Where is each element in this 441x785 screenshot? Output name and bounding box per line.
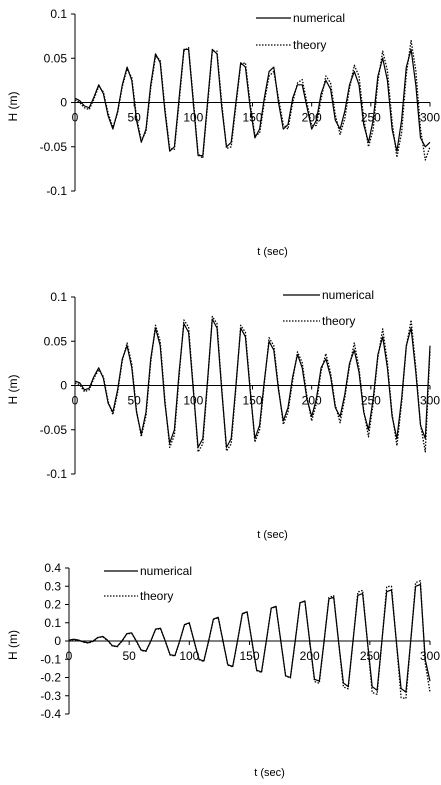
x-tick-label: 250 bbox=[361, 394, 381, 408]
x-tick-label: 300 bbox=[420, 394, 440, 408]
y-tick-label: -0.3 bbox=[40, 689, 61, 703]
x-tick-label: 250 bbox=[361, 111, 381, 125]
y-tick-label: 0 bbox=[60, 96, 67, 110]
x-tick-label: 200 bbox=[302, 111, 322, 125]
x-tick-label: 50 bbox=[127, 111, 141, 125]
y-axis-label: H (m) bbox=[6, 92, 20, 122]
x-tick-label: 300 bbox=[420, 649, 440, 663]
y-tick-label: -0.1 bbox=[40, 652, 61, 666]
x-tick-label: 150 bbox=[242, 394, 262, 408]
series-line-numerical bbox=[68, 583, 431, 693]
y-axis-label: H (m) bbox=[6, 630, 20, 660]
y-tick-label: 0.4 bbox=[44, 561, 61, 575]
x-tick-label: 250 bbox=[360, 649, 380, 663]
legend-label-numerical: numerical bbox=[140, 564, 192, 578]
x-tick-label: 100 bbox=[179, 649, 199, 663]
y-tick-label: 0.05 bbox=[44, 51, 68, 65]
x-tick-label: 50 bbox=[122, 649, 136, 663]
legend: numerical theory bbox=[256, 11, 345, 52]
x-tick-label: 100 bbox=[183, 394, 203, 408]
y-tick-label: -0.1 bbox=[46, 467, 67, 481]
series-line-theory bbox=[74, 315, 431, 453]
x-tick-label: 50 bbox=[127, 394, 141, 408]
legend-label-theory: theory bbox=[322, 314, 355, 328]
x-tick-label: 300 bbox=[420, 111, 440, 125]
x-axis-label: t (sec) bbox=[254, 767, 285, 779]
y-tick-label: -0.05 bbox=[40, 423, 68, 437]
y-axis-label: H (m) bbox=[6, 375, 20, 405]
y-tick-label: 0.3 bbox=[44, 579, 61, 593]
y-tick-label: 0.1 bbox=[44, 616, 61, 630]
y-tick-label: 0 bbox=[54, 634, 61, 648]
y-tick-label: 0.1 bbox=[50, 290, 67, 304]
y-tick-label: 0.05 bbox=[44, 334, 68, 348]
legend: numerical theory bbox=[283, 288, 374, 328]
series-line-numerical bbox=[74, 48, 431, 157]
x-axis-label: t (sec) bbox=[257, 529, 288, 541]
chart-panel-3: 0.4 0.3 0.2 0.1 0 -0.1 -0.2 -0.3 -0.4 0 50 100 150 20… bbox=[6, 561, 440, 779]
x-tick-label: 200 bbox=[302, 394, 322, 408]
x-tick-label: 0 bbox=[72, 111, 79, 125]
x-tick-label: 200 bbox=[300, 649, 320, 663]
x-axis-label: t (sec) bbox=[257, 246, 288, 258]
legend-label-theory: theory bbox=[293, 38, 326, 52]
legend-label-numerical: numerical bbox=[293, 11, 345, 25]
x-tick-label: 150 bbox=[239, 649, 259, 663]
series-line-numerical bbox=[74, 318, 431, 448]
y-tick-label: -0.2 bbox=[40, 671, 61, 685]
series-line-theory bbox=[68, 580, 431, 700]
y-tick-label: -0.1 bbox=[46, 184, 67, 198]
y-tick-label: -0.05 bbox=[40, 140, 68, 154]
y-tick-label: 0.1 bbox=[50, 7, 67, 21]
x-tick-label: 100 bbox=[183, 111, 203, 125]
x-tick-label: 0 bbox=[66, 649, 73, 663]
legend: numerical theory bbox=[104, 564, 192, 603]
legend-label-numerical: numerical bbox=[322, 288, 374, 302]
chart-panel-2: 0.1 0.05 0 -0.05 -0.1 0 50 100 150 200 250 300 t (se… bbox=[6, 288, 440, 541]
y-tick-label: 0 bbox=[60, 379, 67, 393]
legend-label-theory: theory bbox=[140, 589, 173, 603]
series-line-theory bbox=[74, 39, 431, 161]
y-tick-label: 0.2 bbox=[44, 598, 61, 612]
x-tick-label: 0 bbox=[72, 394, 79, 408]
y-tick-label: -0.4 bbox=[40, 707, 61, 721]
